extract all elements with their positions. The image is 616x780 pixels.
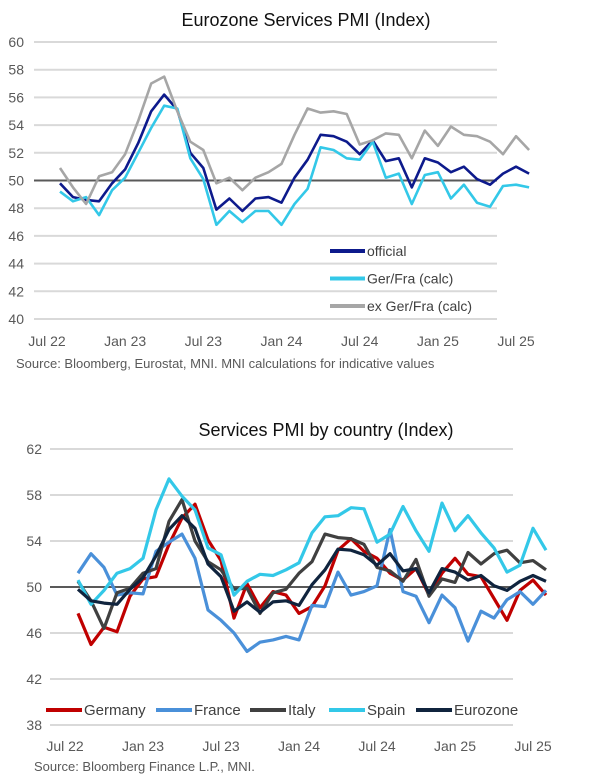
chart1-title: Eurozone Services PMI (Index) (181, 10, 430, 30)
x-tick-label: Jan 25 (434, 738, 476, 754)
y-tick-label: 42 (26, 671, 42, 687)
legend-label: Ger/Fra (calc) (367, 271, 453, 287)
x-tick-label: Jul 22 (28, 333, 66, 349)
y-tick-label: 58 (26, 487, 42, 503)
legend-item: Italy (250, 702, 316, 719)
y-tick-label: 38 (26, 717, 42, 733)
series-line-spain (76, 477, 548, 606)
chart1-source-note: Source: Bloomberg, Eurostat, MNI. MNI ca… (16, 356, 435, 371)
y-tick-label: 50 (26, 579, 42, 595)
x-tick-label: Jan 25 (417, 333, 459, 349)
legend-label: Italy (288, 702, 316, 719)
legend-label: Eurozone (454, 702, 518, 719)
legend-label: Germany (84, 702, 146, 719)
x-tick-label: Jan 24 (278, 738, 320, 754)
series-line-italy (76, 497, 547, 630)
series-line-ex-ger-fra-calc (58, 75, 531, 206)
y-tick-label: 42 (8, 283, 24, 299)
y-tick-label: 54 (26, 533, 42, 549)
x-tick-label: Jul 25 (497, 333, 535, 349)
legend-item: Germany (46, 702, 146, 719)
y-tick-label: 48 (8, 200, 24, 216)
legend-item: Spain (329, 702, 405, 719)
x-tick-label: Jul 23 (202, 738, 240, 754)
x-tick-label: Jan 23 (122, 738, 164, 754)
y-tick-label: 46 (8, 228, 24, 244)
legend-item: France (156, 702, 241, 719)
y-tick-label: 52 (8, 145, 24, 161)
legend-label: ex Ger/Fra (calc) (367, 298, 472, 314)
y-tick-label: 62 (26, 441, 42, 457)
chart2-source-note: Source: Bloomberg Finance L.P., MNI. (34, 759, 255, 774)
y-tick-label: 58 (8, 62, 24, 78)
series-line-ger-fra-calc (59, 104, 530, 227)
legend-item: Eurozone (416, 702, 518, 719)
series-line-eurozone (76, 514, 547, 614)
legend-label: official (367, 243, 406, 259)
series-line-france (76, 527, 548, 653)
legend-item: ex Ger/Fra (calc) (330, 298, 472, 314)
y-tick-label: 44 (8, 256, 24, 272)
y-tick-label: 56 (8, 89, 24, 105)
legend-label: France (194, 702, 241, 719)
chart2-title: Services PMI by country (Index) (198, 420, 453, 440)
series-line-official (59, 93, 530, 213)
x-tick-label: Jul 24 (358, 738, 396, 754)
chart-eurozone-services-pmi: Eurozone Services PMI (Index) 40 42 44 46 48… (8, 10, 535, 371)
x-tick-label: Jul 22 (46, 738, 84, 754)
y-tick-label: 60 (8, 34, 24, 50)
legend-item: Ger/Fra (calc) (330, 271, 453, 287)
y-tick-label: 46 (26, 625, 42, 641)
x-tick-label: Jul 23 (185, 333, 223, 349)
x-tick-label: Jul 25 (514, 738, 552, 754)
x-tick-label: Jan 23 (104, 333, 146, 349)
y-tick-label: 54 (8, 117, 24, 133)
y-tick-label: 50 (8, 173, 24, 189)
legend-label: Spain (367, 702, 405, 719)
chart-services-pmi-by-country: Services PMI by country (Index) 38 42 46 50… (26, 420, 552, 774)
legend-item: official (330, 243, 406, 259)
y-tick-label: 40 (8, 311, 24, 327)
x-tick-label: Jan 24 (260, 333, 302, 349)
x-tick-label: Jul 24 (341, 333, 379, 349)
